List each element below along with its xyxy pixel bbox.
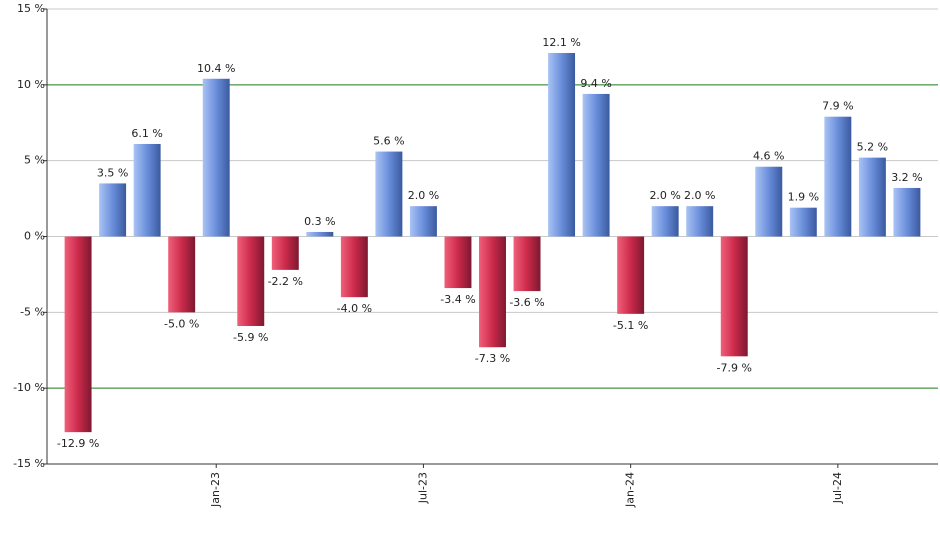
bar: [133, 143, 161, 237]
value-label: 12.1 %: [542, 36, 580, 49]
value-label: -5.9 %: [233, 331, 268, 344]
bar: [548, 52, 576, 237]
bar: [340, 236, 368, 298]
value-label: -5.1 %: [613, 319, 648, 332]
value-label: -7.9 %: [717, 361, 752, 374]
value-label: 5.2 %: [857, 141, 888, 154]
y-tick-label: -15 %: [13, 457, 45, 470]
y-tick-label: -5 %: [20, 305, 45, 318]
value-label: 0.3 %: [304, 215, 335, 228]
bar: [651, 206, 679, 237]
bar: [409, 206, 437, 237]
value-label: -7.3 %: [475, 352, 510, 365]
bar: [237, 236, 265, 326]
bar: [617, 236, 645, 314]
value-label: 6.1 %: [131, 127, 162, 140]
value-label: 2.0 %: [649, 189, 680, 202]
y-tick-label: 10 %: [17, 78, 45, 91]
value-label: -5.0 %: [164, 317, 199, 330]
value-label: 3.2 %: [891, 171, 922, 184]
value-label: -3.4 %: [440, 293, 475, 306]
y-tick-label: 0 %: [24, 230, 45, 243]
value-label: -2.2 %: [268, 275, 303, 288]
y-tick-label: 15 %: [17, 2, 45, 15]
value-label: -4.0 %: [337, 302, 372, 315]
bar: [375, 151, 403, 237]
value-label: 2.0 %: [684, 189, 715, 202]
bar: [824, 116, 852, 237]
bar: [789, 207, 817, 237]
bar: [513, 236, 541, 292]
x-tick-label: Jan-24: [624, 472, 637, 508]
value-label: 5.6 %: [373, 135, 404, 148]
value-label: 2.0 %: [408, 189, 439, 202]
value-label: -3.6 %: [509, 296, 544, 309]
bar: [64, 236, 92, 433]
value-label: -12.9 %: [57, 437, 99, 450]
bar: [686, 206, 714, 237]
bar: [271, 236, 299, 270]
value-label: 1.9 %: [788, 191, 819, 204]
value-label: 4.6 %: [753, 150, 784, 163]
x-tick-label: Jan-23: [209, 472, 222, 508]
bar: [444, 236, 472, 289]
value-label: 7.9 %: [822, 100, 853, 113]
bar: [858, 157, 886, 237]
bar: [99, 183, 127, 237]
x-tick-label: Jul-23: [416, 472, 429, 504]
bar: [306, 231, 334, 237]
bar: [479, 236, 506, 348]
x-tick-label: Jul-24: [831, 472, 844, 504]
bar: [720, 236, 748, 357]
bar: [755, 166, 783, 237]
bar: [202, 78, 230, 237]
bar: [168, 236, 196, 313]
value-label: 3.5 %: [97, 166, 128, 179]
y-tick-label: 5 %: [24, 154, 45, 167]
value-label: 9.4 %: [580, 77, 611, 90]
value-label: 10.4 %: [197, 62, 235, 75]
bar: [582, 93, 610, 237]
bar: [893, 187, 921, 237]
y-tick-label: -10 %: [13, 381, 45, 394]
